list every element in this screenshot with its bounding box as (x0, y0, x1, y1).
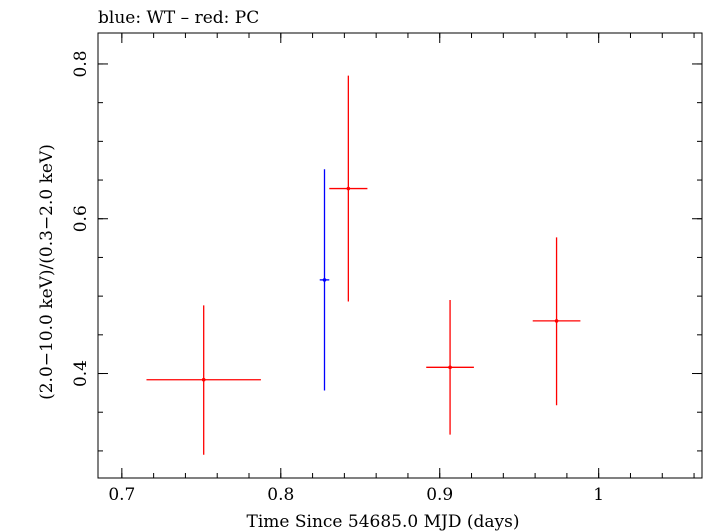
data-marks (146, 75, 581, 455)
x-axis-label: Time Since 54685.0 MJD (days) (247, 512, 520, 532)
x-tick-label: 0.9 (426, 485, 453, 505)
point-marker (448, 365, 452, 370)
plot-frame (97, 32, 703, 479)
tick-labels: 0.7 0.8 0.9 1 0.4 0.6 0.8 (71, 50, 604, 505)
x-tick-label: 1 (593, 485, 604, 505)
chart-title: blue: WT – red: PC (98, 8, 259, 28)
data-point-pc (532, 237, 581, 406)
point-marker (554, 319, 559, 323)
data-point-pc (329, 75, 368, 302)
x-tick-label: 0.8 (267, 485, 294, 505)
y-tick-label: 0.6 (71, 205, 91, 232)
y-tick-label: 0.4 (71, 360, 91, 387)
point-marker (346, 186, 351, 191)
axis-ticks (98, 33, 702, 478)
point-marker (201, 377, 206, 382)
data-point-pc (426, 300, 474, 435)
data-point-wt (319, 169, 330, 391)
x-tick-label: 0.7 (108, 485, 135, 505)
y-tick-label: 0.8 (71, 50, 91, 77)
point-marker (322, 278, 327, 282)
data-point-pc (146, 305, 261, 455)
y-axis-label: (2.0−10.0 keV)/(0.3−2.0 keV) (37, 144, 57, 400)
